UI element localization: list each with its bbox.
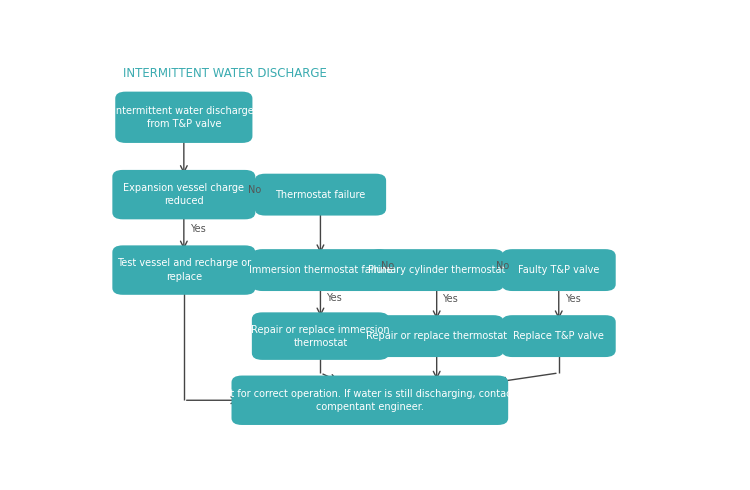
Text: Primary cylinder thermostat: Primary cylinder thermostat <box>368 265 506 275</box>
FancyBboxPatch shape <box>370 249 504 291</box>
FancyBboxPatch shape <box>112 170 255 220</box>
Text: No: No <box>248 185 261 195</box>
Text: Test for correct operation. If water is still discharging, contact a
compentant : Test for correct operation. If water is … <box>215 389 524 412</box>
Text: Thermostat failure: Thermostat failure <box>275 190 365 199</box>
FancyBboxPatch shape <box>232 375 509 425</box>
FancyBboxPatch shape <box>116 92 253 143</box>
FancyBboxPatch shape <box>502 315 616 357</box>
Text: Yes: Yes <box>565 294 580 304</box>
Text: Immersion thermostat failure: Immersion thermostat failure <box>249 265 392 275</box>
Text: Yes: Yes <box>326 293 342 303</box>
Text: Replace T&P valve: Replace T&P valve <box>513 331 604 341</box>
Text: Intermittent water discharge
from T&P valve: Intermittent water discharge from T&P va… <box>113 106 254 129</box>
FancyBboxPatch shape <box>252 249 389 291</box>
Text: Test vessel and recharge or
replace: Test vessel and recharge or replace <box>117 259 251 282</box>
Text: Expansion vessel charge
reduced: Expansion vessel charge reduced <box>123 183 244 206</box>
Text: Yes: Yes <box>442 294 458 304</box>
Text: No: No <box>382 261 394 270</box>
FancyBboxPatch shape <box>370 315 504 357</box>
FancyBboxPatch shape <box>255 173 386 216</box>
FancyBboxPatch shape <box>252 312 389 360</box>
Text: Repair or replace immersion
thermostat: Repair or replace immersion thermostat <box>251 324 390 348</box>
Text: Yes: Yes <box>190 223 206 234</box>
FancyBboxPatch shape <box>502 249 616 291</box>
Text: Repair or replace thermostat: Repair or replace thermostat <box>366 331 507 341</box>
FancyBboxPatch shape <box>112 245 255 295</box>
Text: Faulty T&P valve: Faulty T&P valve <box>518 265 599 275</box>
Text: INTERMITTENT WATER DISCHARGE: INTERMITTENT WATER DISCHARGE <box>123 68 327 80</box>
Text: No: No <box>496 261 509 270</box>
